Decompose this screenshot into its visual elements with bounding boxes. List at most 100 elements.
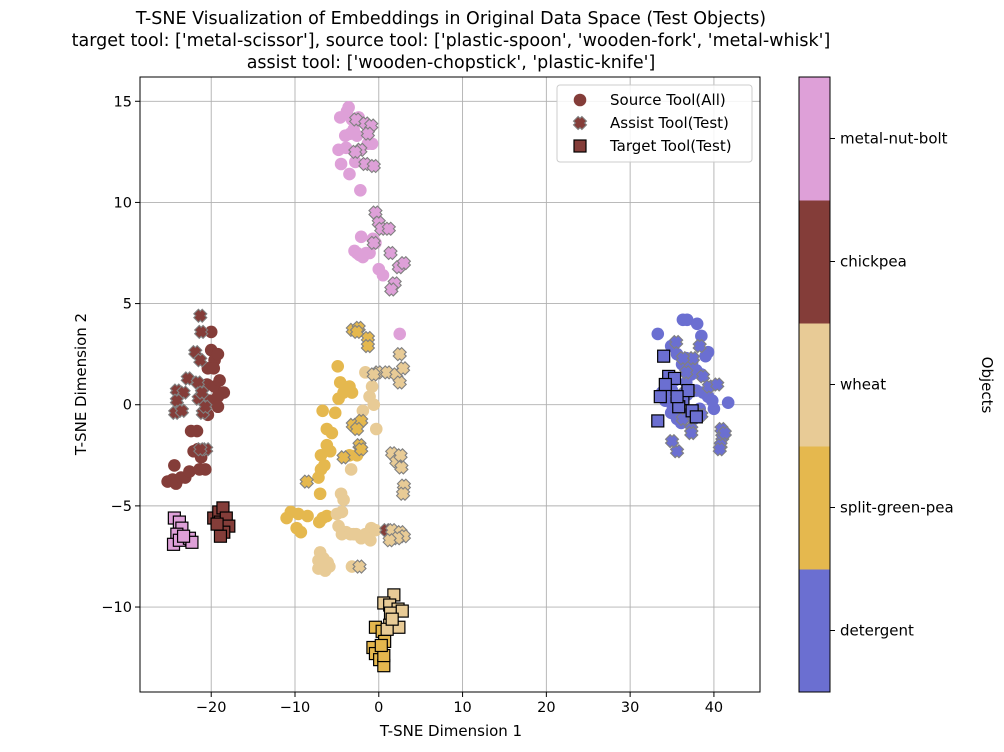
colorbar-tick-label: metal-nut-bolt <box>840 130 948 148</box>
x-tick-label: 20 <box>537 700 555 716</box>
source-point <box>343 167 356 181</box>
source-point <box>342 101 355 114</box>
colorbar-tick-label: wheat <box>840 376 886 394</box>
source-point <box>207 362 221 375</box>
target-point <box>395 604 409 618</box>
source-point <box>331 359 345 373</box>
assist-point <box>353 441 369 457</box>
source-point <box>316 404 329 418</box>
assist-point <box>393 448 408 463</box>
target-point <box>653 390 667 404</box>
x-tick-label: 10 <box>453 700 471 716</box>
plot-background <box>140 77 760 692</box>
y-tick-label: 0 <box>123 398 132 414</box>
source-point <box>651 327 665 341</box>
source-point <box>312 515 326 529</box>
assist-point <box>193 308 208 323</box>
target-point <box>670 390 684 404</box>
target-point <box>658 377 672 392</box>
x-tick-label: 30 <box>621 700 639 716</box>
assist-point <box>684 425 699 441</box>
source-point <box>183 465 196 478</box>
target-point <box>657 349 671 363</box>
colorbar-tick-label: detergent <box>840 622 914 640</box>
source-point <box>193 463 206 476</box>
colorbar-label: Objects <box>978 357 996 414</box>
source-point <box>365 380 379 393</box>
legend-label: Target Tool(Test) <box>609 137 732 155</box>
assist-point <box>368 205 383 220</box>
assist-point <box>709 377 725 392</box>
y-tick-label: 10 <box>114 195 132 211</box>
assist-point <box>668 334 684 350</box>
assist-point <box>685 350 701 366</box>
x-axis-label: T-SNE Dimension 1 <box>379 722 522 740</box>
source-point <box>211 400 225 414</box>
source-point <box>294 525 308 539</box>
assist-point <box>664 433 680 449</box>
source-point <box>356 404 370 418</box>
assist-point <box>366 235 382 251</box>
assist-point <box>678 365 694 380</box>
assist-point <box>348 144 363 160</box>
legend-target-marker <box>573 139 587 153</box>
assist-point <box>394 460 409 475</box>
assist-point <box>392 375 408 390</box>
assist-point <box>366 367 382 382</box>
source-point <box>695 329 708 343</box>
source-point <box>721 396 735 410</box>
assist-point <box>349 421 365 437</box>
plot-area: −20 −10 0 10 20 30 40 −10 −5 0 5 10 15 <box>101 76 761 716</box>
source-point <box>690 317 704 331</box>
source-point <box>211 347 225 361</box>
target-point <box>210 517 224 531</box>
assist-point <box>336 450 351 465</box>
colorbar: detergent split-green-pea wheat chickpea met… <box>798 76 954 693</box>
chart-title: T-SNE Visualization of Embeddings in Ori… <box>72 9 831 73</box>
colorbar-tick-label: chickpea <box>840 253 907 271</box>
source-point <box>369 422 383 436</box>
source-point <box>211 390 225 403</box>
source-point <box>280 511 293 525</box>
chart-title-line-2: target tool: ['metal-scissor'], source t… <box>72 31 831 51</box>
colorbar-segment <box>799 77 830 201</box>
assist-point <box>382 532 397 548</box>
assist-point <box>712 441 728 457</box>
source-point <box>320 438 334 452</box>
chart-title-line-1: T-SNE Visualization of Embeddings in Ori… <box>135 9 766 29</box>
assist-point <box>198 399 213 415</box>
chart-title-line-3: assist tool: ['wooden-chopstick', 'plast… <box>247 53 656 73</box>
source-point <box>363 246 376 260</box>
source-point <box>314 449 328 462</box>
y-tick-label: 5 <box>123 297 132 313</box>
plot-frame <box>139 76 761 693</box>
source-point <box>330 507 344 521</box>
assist-point <box>395 361 411 376</box>
source-point <box>332 392 345 405</box>
x-tick-label: −20 <box>196 700 227 716</box>
assist-point <box>384 282 399 297</box>
source-point <box>313 487 327 501</box>
assist-point <box>349 324 365 340</box>
assist-point <box>366 158 382 174</box>
legend: Source Tool(All) Assist Tool(Test) Target … <box>556 84 753 163</box>
assist-point <box>692 338 707 354</box>
legend-source-marker <box>573 93 587 107</box>
source-point <box>204 325 218 339</box>
source-point <box>333 111 347 124</box>
target-point <box>374 638 388 653</box>
source-point <box>354 183 367 197</box>
source-point <box>354 230 368 244</box>
source-point <box>312 471 325 484</box>
grid-lines <box>140 77 760 692</box>
assist-point <box>381 221 397 237</box>
y-tick-label: −10 <box>101 600 132 616</box>
assist-point <box>675 350 691 366</box>
source-point <box>367 398 381 412</box>
y-tick-label: −5 <box>111 499 132 515</box>
colorbar-frame <box>798 76 831 693</box>
data-points <box>161 101 735 673</box>
assist-point <box>190 375 206 390</box>
source-point <box>184 424 198 438</box>
assist-point <box>392 346 408 362</box>
